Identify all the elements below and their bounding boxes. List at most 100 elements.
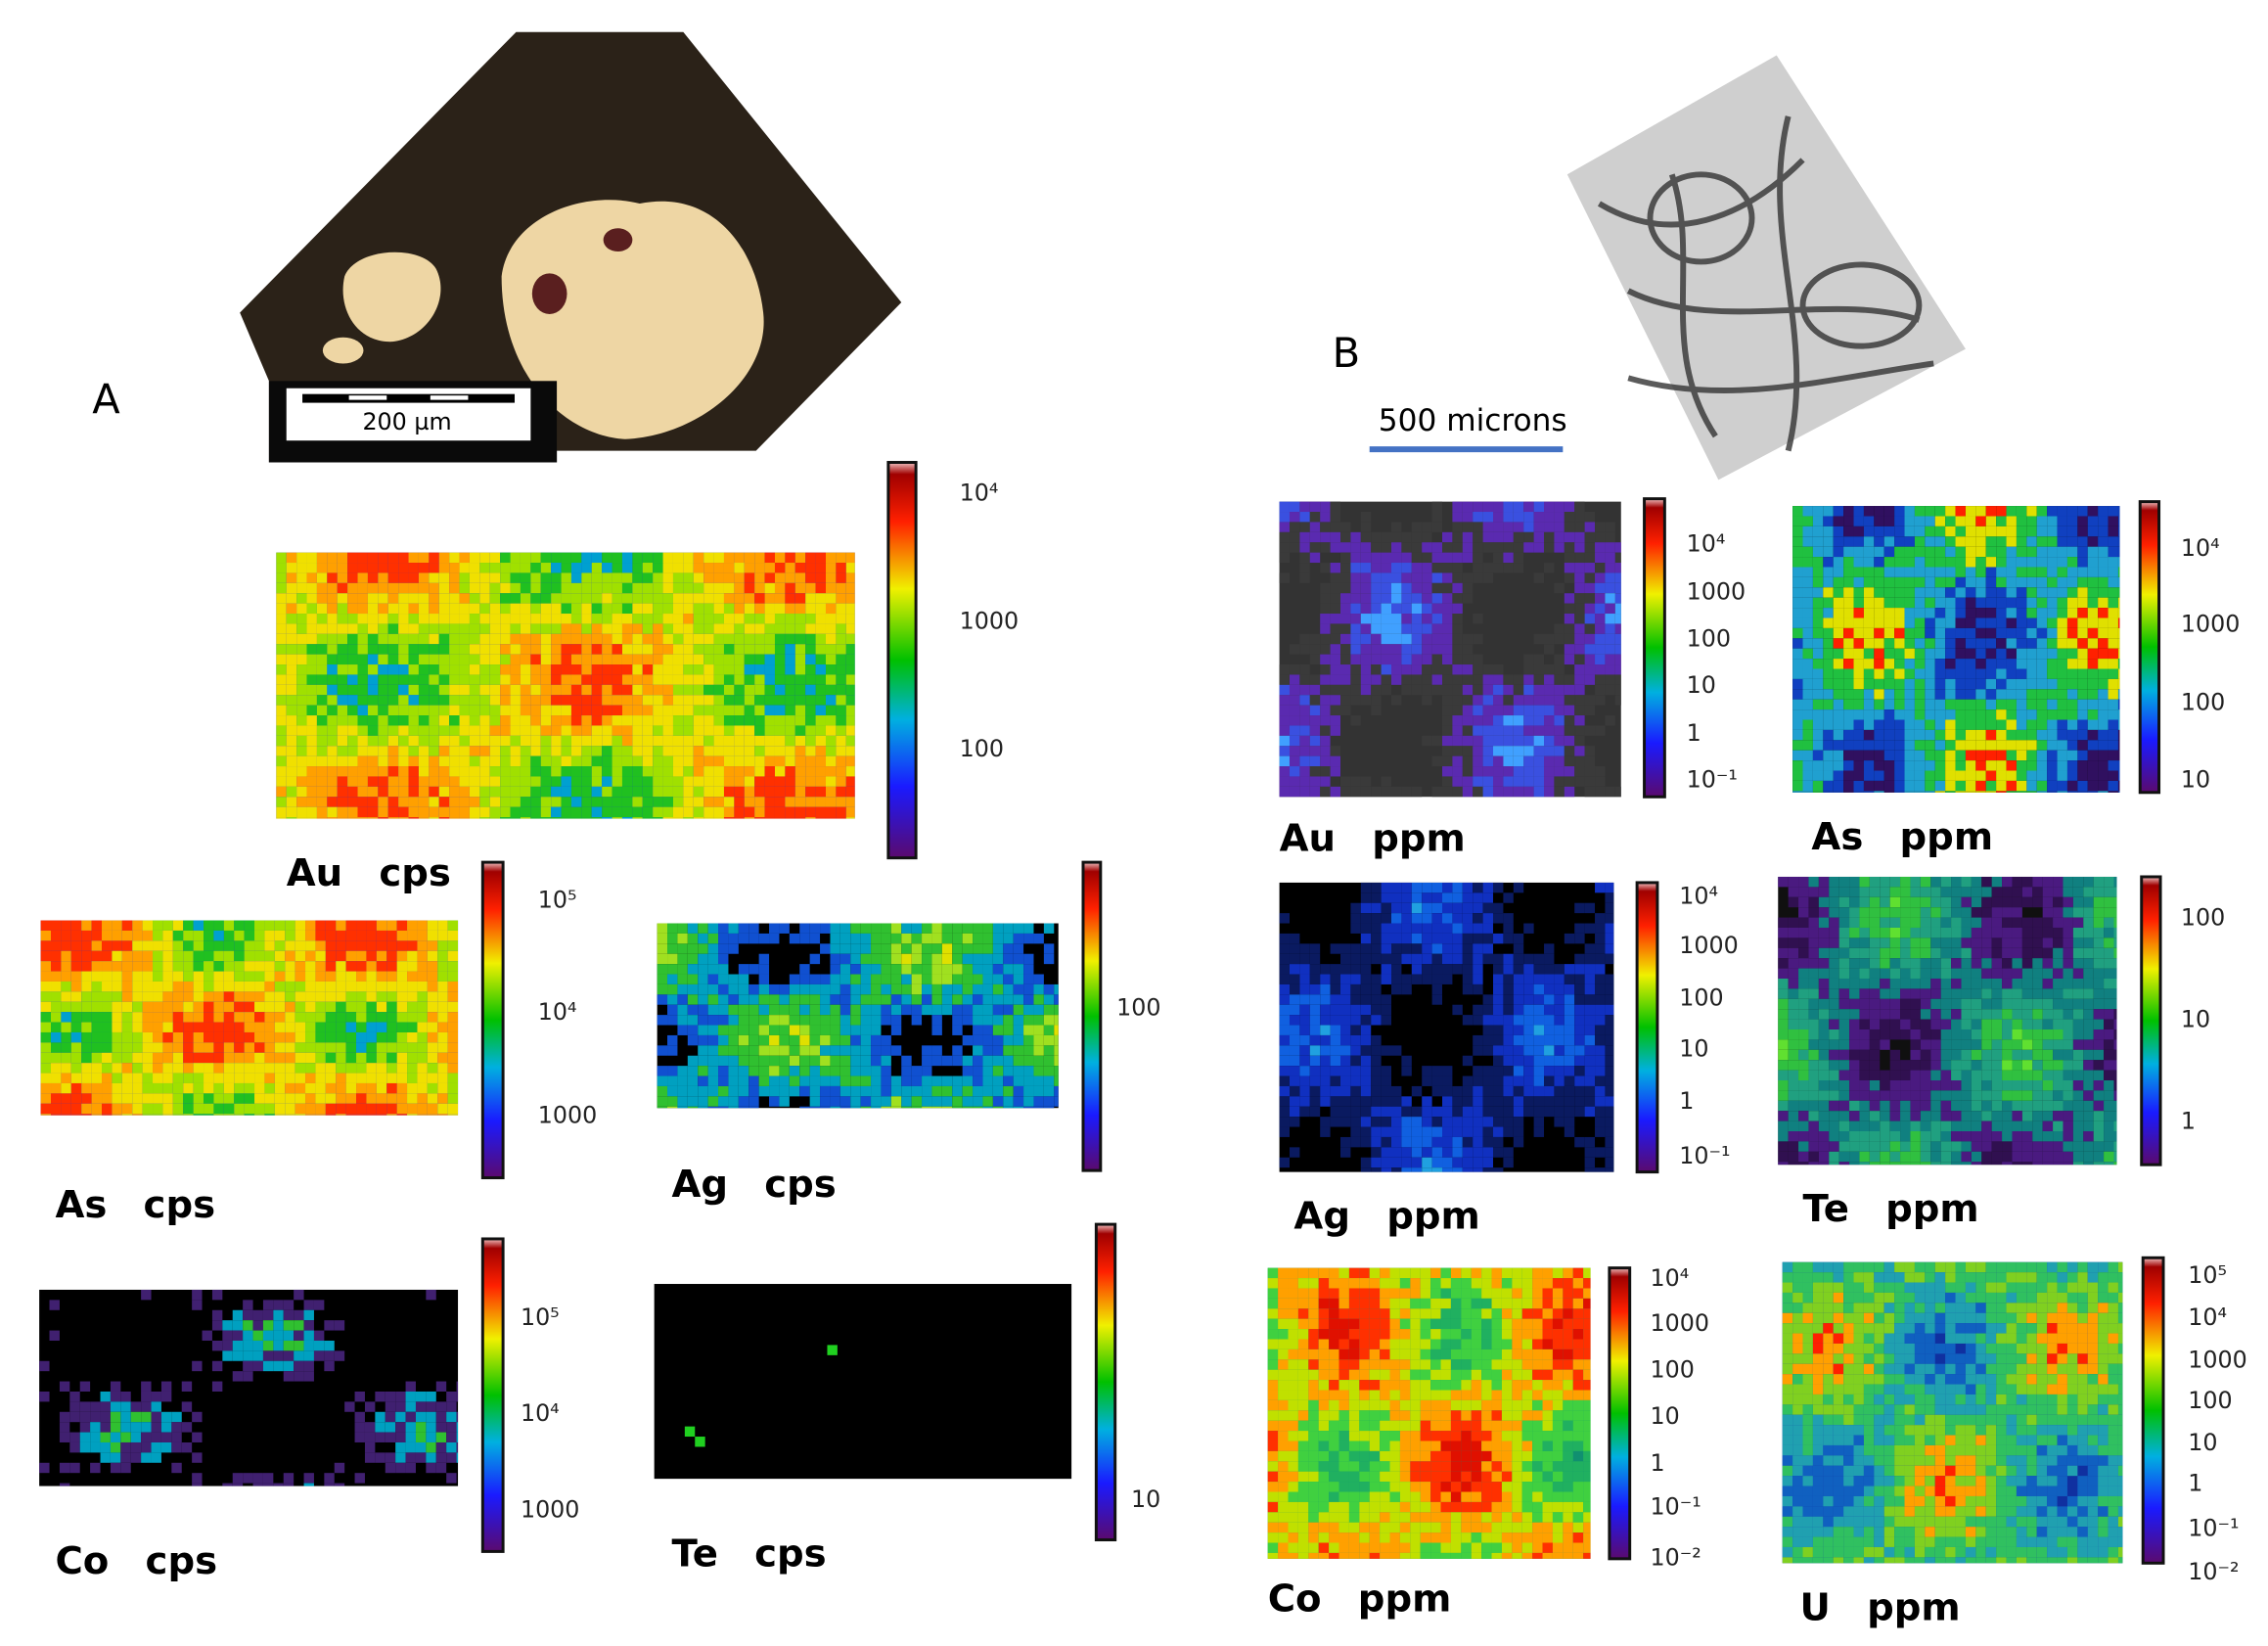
map-cell bbox=[1320, 563, 1331, 573]
map-cell bbox=[2016, 760, 2027, 771]
map-cell bbox=[405, 1381, 416, 1392]
map-cell bbox=[243, 1300, 253, 1310]
map-cell bbox=[551, 735, 562, 747]
map-cell bbox=[1934, 659, 1946, 669]
map-cell bbox=[612, 593, 622, 604]
map-cell bbox=[723, 776, 735, 787]
map-cell bbox=[1574, 633, 1585, 645]
map-cell bbox=[1462, 725, 1474, 736]
map-cell bbox=[1802, 608, 1813, 618]
map-cell bbox=[142, 950, 154, 962]
map-cell bbox=[1996, 516, 2007, 526]
map-cell bbox=[764, 572, 775, 583]
map-cell bbox=[657, 1015, 668, 1026]
map-cell bbox=[1853, 689, 1864, 700]
map-cell bbox=[305, 1114, 316, 1116]
map-cell bbox=[1574, 542, 1585, 553]
map-cell bbox=[357, 715, 368, 726]
map-cell bbox=[91, 1073, 103, 1083]
map-cell bbox=[621, 572, 633, 583]
map-cell bbox=[850, 983, 861, 995]
map-cell bbox=[132, 940, 143, 951]
map-cell bbox=[1934, 719, 1946, 730]
map-cell bbox=[815, 797, 826, 807]
map-cell bbox=[754, 572, 765, 583]
map-cell bbox=[754, 684, 765, 696]
map-cell bbox=[881, 983, 891, 995]
map-cell bbox=[687, 964, 699, 975]
map-cell bbox=[754, 603, 765, 615]
map-cell bbox=[243, 1360, 253, 1372]
map-cell bbox=[447, 971, 459, 982]
map-cell bbox=[102, 1001, 113, 1013]
map-cell bbox=[825, 786, 837, 798]
map-cell bbox=[427, 1093, 438, 1104]
map-cell bbox=[375, 1422, 386, 1433]
map-cell bbox=[316, 715, 328, 726]
map-cell bbox=[2087, 709, 2099, 720]
map-cell bbox=[1309, 715, 1321, 726]
map-cell bbox=[687, 1096, 699, 1107]
map-cell bbox=[1833, 709, 1844, 720]
map-cell bbox=[785, 695, 795, 706]
map-cell bbox=[1513, 695, 1524, 706]
map-cell bbox=[316, 786, 328, 798]
map-cell bbox=[860, 1034, 872, 1046]
map-cell bbox=[469, 735, 480, 747]
map-cell bbox=[1823, 750, 1834, 761]
map-cell bbox=[1823, 648, 1834, 660]
map-cell bbox=[540, 797, 552, 807]
map-cell bbox=[1812, 608, 1824, 618]
map-cell bbox=[839, 1015, 851, 1026]
map-cell bbox=[713, 776, 724, 787]
map-cell bbox=[540, 614, 552, 624]
map-cell bbox=[153, 920, 163, 931]
map-cell bbox=[1894, 689, 1905, 700]
map-cell bbox=[1843, 699, 1854, 710]
map-cell bbox=[408, 746, 419, 756]
map-cell bbox=[713, 614, 724, 624]
map-cell bbox=[500, 705, 511, 716]
map-cell bbox=[621, 563, 633, 573]
map-cell bbox=[435, 1452, 447, 1463]
map-cell bbox=[172, 930, 184, 941]
map-cell bbox=[707, 1055, 719, 1067]
map-cell bbox=[1391, 633, 1402, 645]
map-cell bbox=[274, 920, 286, 931]
map-cell bbox=[367, 582, 379, 594]
map-cell bbox=[367, 623, 379, 634]
map-cell bbox=[1914, 689, 1926, 700]
map-cell bbox=[100, 1422, 111, 1433]
map-cell bbox=[1874, 536, 1884, 547]
map-cell bbox=[621, 725, 633, 736]
map-cell bbox=[657, 1106, 668, 1109]
map-cell bbox=[151, 1432, 161, 1442]
map-cell bbox=[316, 623, 328, 634]
map-cell bbox=[1350, 603, 1361, 615]
map-cell bbox=[1574, 582, 1585, 594]
map-cell bbox=[718, 1045, 729, 1056]
map-cell bbox=[2006, 709, 2017, 720]
map-cell bbox=[162, 1114, 173, 1116]
map-cell bbox=[723, 766, 735, 777]
map-cell bbox=[264, 1082, 275, 1094]
map-cell bbox=[1503, 552, 1514, 564]
map-cell bbox=[890, 933, 902, 944]
map-cell bbox=[1360, 684, 1372, 696]
map-cell bbox=[427, 940, 438, 951]
map-cell bbox=[427, 981, 438, 992]
map-cell bbox=[1493, 776, 1504, 787]
map-cell bbox=[1605, 715, 1615, 726]
map-cell bbox=[295, 971, 306, 982]
map-cell bbox=[274, 1093, 286, 1104]
map-cell bbox=[693, 817, 704, 819]
map-cell bbox=[51, 1031, 62, 1043]
map-cell bbox=[398, 755, 409, 767]
map-cell bbox=[1513, 684, 1524, 696]
map-cell bbox=[1360, 633, 1372, 645]
map-cell bbox=[774, 766, 786, 777]
map-cell bbox=[285, 981, 295, 992]
map-cell bbox=[698, 964, 708, 975]
map-cell bbox=[2006, 740, 2017, 751]
map-cell bbox=[1330, 623, 1340, 634]
